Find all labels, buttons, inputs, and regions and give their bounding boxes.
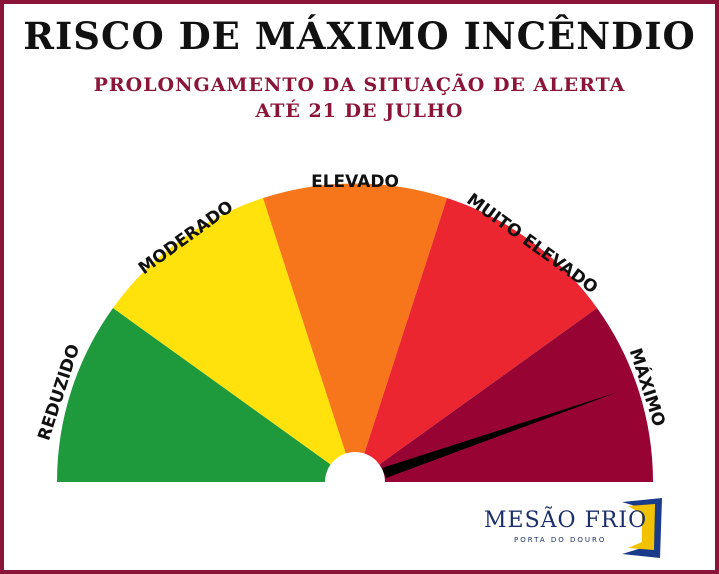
logo-swoosh-yellow <box>628 504 655 550</box>
logo-tagline: PORTA DO DOURO <box>514 536 607 544</box>
mesao-frio-logo: MESÃO FRIO PORTA DO DOURO <box>472 496 662 560</box>
page-title: RISCO DE MÁXIMO INCÊNDIO <box>23 14 696 58</box>
gauge-needle <box>382 392 618 478</box>
subtitle-line-2: ATÉ 21 DE JULHO <box>255 100 464 122</box>
subtitle-line-1: PROLONGAMENTO DA SITUAÇÃO DE ALERTA <box>93 74 626 96</box>
gauge-hub <box>325 452 385 512</box>
gauge-segment-maximo <box>355 308 653 482</box>
gauge-segment-moderado <box>113 198 355 482</box>
risk-gauge: REDUZIDO MODERADO ELEVADO MUITO ELEVADO … <box>34 172 671 512</box>
gauge-segment-elevado <box>263 183 447 482</box>
logo-swoosh-icon <box>622 498 662 558</box>
logo-name: MESÃO FRIO <box>484 508 648 533</box>
gauge-segment-reduzido <box>56 308 355 482</box>
gauge-label-elevado: ELEVADO <box>311 172 399 192</box>
gauge-segment-muito-elevado <box>355 198 597 482</box>
